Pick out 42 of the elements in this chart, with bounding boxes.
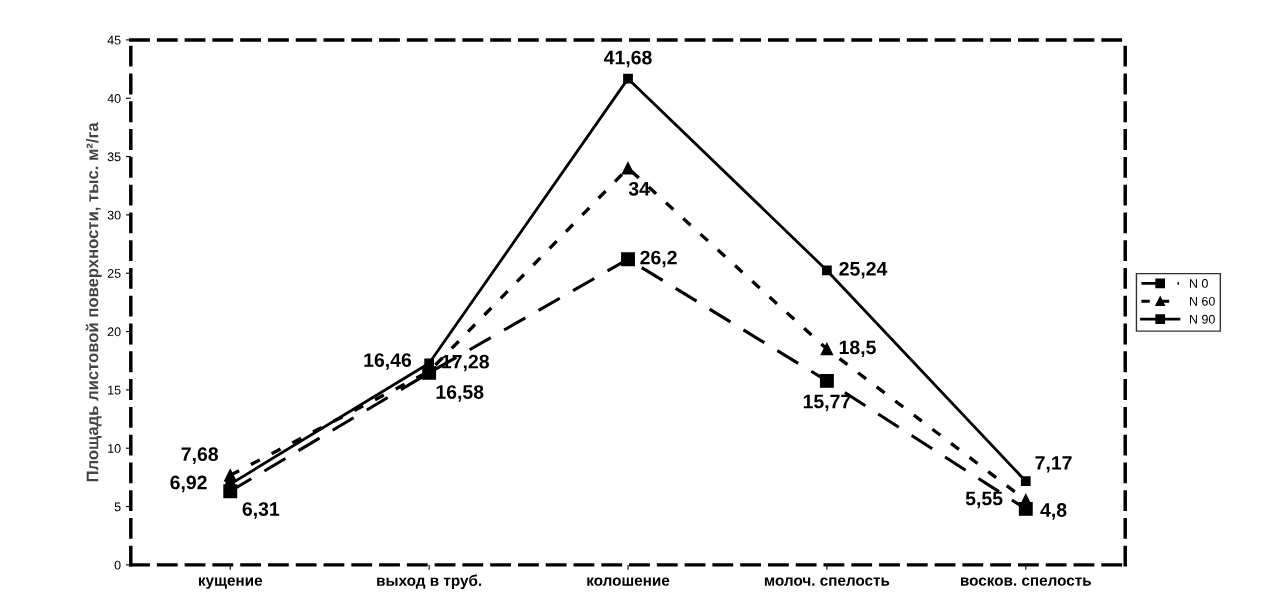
data-label: 16,46 (364, 353, 412, 370)
data-label: 34 (628, 181, 650, 196)
data-label: 7,68 (181, 447, 219, 464)
data-label: 7,17 (1035, 456, 1072, 473)
y-tick-label: 45 (107, 35, 121, 45)
y-tick-label: 10 (108, 444, 121, 453)
data-label: 15,77 (803, 394, 851, 412)
x-tick-label: молоч. спелость (764, 577, 890, 586)
legend-label: N 90 (1189, 314, 1215, 324)
y-tick-label: 40 (107, 94, 121, 103)
point (1019, 493, 1033, 507)
x-tick-label: выход в труб. (377, 574, 482, 589)
y-tick-label: 20 (107, 327, 121, 337)
data-label: 6,92 (170, 475, 207, 493)
data-label: 4,8 (1040, 503, 1067, 520)
legend-label: N 0 (1189, 279, 1208, 288)
x-tick-label: восков. спелость (961, 577, 1091, 586)
point (819, 373, 834, 388)
data-label: 6,31 (242, 502, 280, 519)
x-tick-label: кущение (198, 577, 263, 589)
y-tick-label: 5 (114, 502, 121, 512)
data-label: 5,55 (965, 491, 1003, 509)
data-label: 25,24 (839, 261, 888, 279)
point (621, 252, 635, 267)
x-tick-label: колошение (587, 577, 670, 586)
y-tick-label: 30 (107, 210, 121, 220)
y-tick-label: 15 (108, 385, 121, 395)
point (822, 265, 832, 276)
y-tick-label: 0 (114, 560, 121, 570)
data-label: 16,58 (436, 385, 484, 402)
y-tick-label: 35 (107, 152, 121, 162)
point (820, 342, 834, 356)
y-tick-label: 25 (107, 269, 121, 278)
data-label: 41,68 (603, 50, 652, 68)
point (621, 161, 635, 175)
point (623, 73, 633, 84)
data-label: 18,5 (839, 340, 876, 358)
data-label: 26,2 (640, 250, 677, 268)
y-axis-title: Площадь листовой поверхности, тыс. м²/га (85, 122, 102, 482)
data-label: 17,28 (442, 354, 489, 372)
point (1020, 476, 1031, 487)
legend-label: N 60 (1189, 296, 1215, 306)
